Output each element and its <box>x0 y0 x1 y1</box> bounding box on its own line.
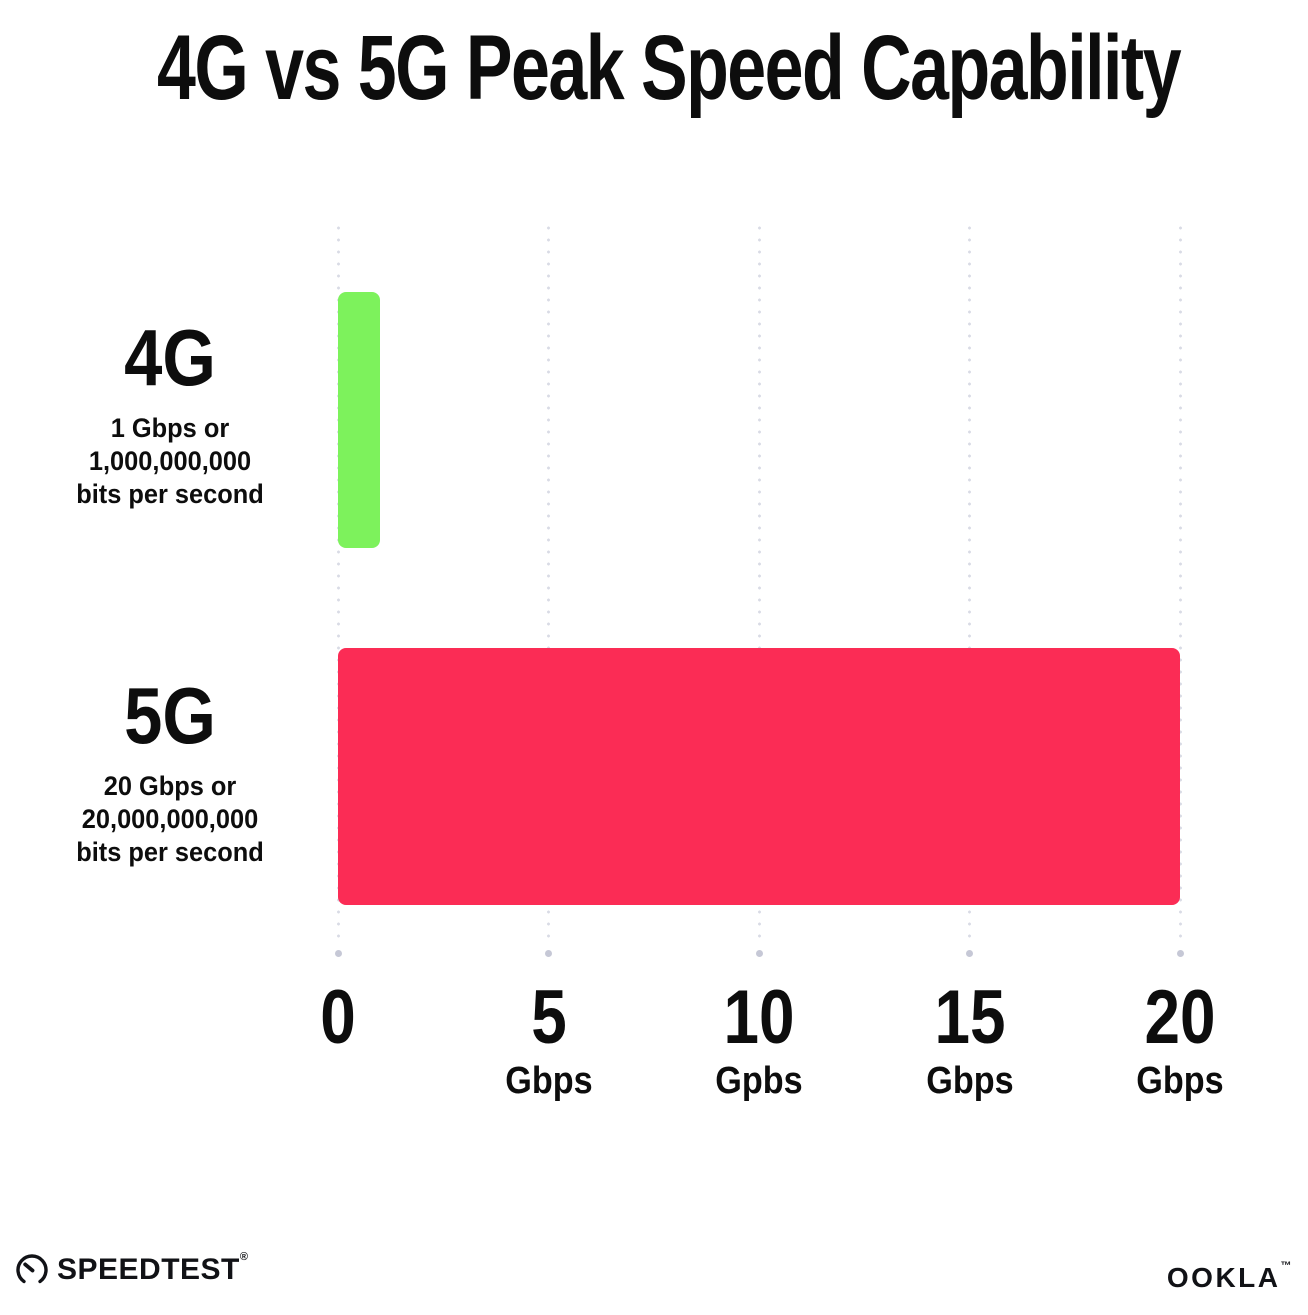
plot-area: 0 5 Gbps 10 Gpbs 15 Gbps 20 Gbps <box>320 0 1224 1315</box>
speedtest-logo: SPEEDTEST® <box>16 1251 249 1287</box>
category-label: 4G <box>124 313 216 402</box>
tick-value: 10 <box>723 975 795 1060</box>
tick-value: 15 <box>933 975 1006 1060</box>
x-tick-20: 20 Gbps <box>1060 975 1300 1102</box>
speedtest-gauge-icon <box>16 1254 48 1284</box>
gridline-20 <box>1176 222 1184 957</box>
speedtest-trademark: ® <box>239 1251 249 1263</box>
sublabel-line: 1,000,000,000 <box>88 445 252 476</box>
tick-unit: Gbps <box>1136 1060 1224 1102</box>
x-tick-10: 10 Gpbs <box>639 975 879 1102</box>
bar-5g <box>338 648 1180 905</box>
sublabel-line: 1 Gbps or <box>110 413 230 443</box>
speedtest-text: SPEEDTEST <box>57 1253 240 1286</box>
category-label: 5G <box>124 671 216 760</box>
sublabel-line: 20 Gbps or <box>103 771 237 801</box>
sublabel-line: bits per second <box>76 478 264 509</box>
tick-value: 0 <box>320 975 356 1060</box>
ookla-trademark: ™ <box>1280 1260 1294 1272</box>
tick-value: 20 <box>1144 975 1216 1060</box>
tick-unit: Gpbs <box>715 1060 803 1102</box>
row-label-4g: 4G 1 Gbps or 1,000,000,000 bits per seco… <box>20 313 320 511</box>
sublabel-line: 20,000,000,000 <box>81 803 259 834</box>
bar-4g <box>338 292 381 548</box>
gridline-10 <box>755 222 763 957</box>
ookla-logo: OOKLA™ <box>1166 1260 1294 1294</box>
speedtest-wordmark: SPEEDTEST® <box>57 1251 249 1287</box>
gridline-5 <box>545 222 552 957</box>
x-tick-15: 15 Gbps <box>850 975 1090 1102</box>
tick-value: 5 <box>530 975 567 1060</box>
category-sublabel: 1 Gbps or 1,000,000,000 bits per second <box>29 412 311 511</box>
x-tick-5: 5 Gbps <box>429 975 669 1102</box>
gridline-15 <box>966 222 973 957</box>
tick-unit: Gbps <box>504 1060 593 1102</box>
tick-unit: Gbps <box>925 1060 1014 1102</box>
row-label-5g: 5G 20 Gbps or 20,000,000,000 bits per se… <box>20 671 320 869</box>
gridline-0 <box>334 222 342 957</box>
category-sublabel: 20 Gbps or 20,000,000,000 bits per secon… <box>29 770 311 869</box>
ookla-wordmark: OOKLA <box>1166 1262 1281 1293</box>
x-tick-0: 0 <box>218 980 458 1062</box>
chart-title: 4G vs 5G Peak Speed Capability <box>156 17 1182 119</box>
sublabel-line: bits per second <box>76 836 264 867</box>
